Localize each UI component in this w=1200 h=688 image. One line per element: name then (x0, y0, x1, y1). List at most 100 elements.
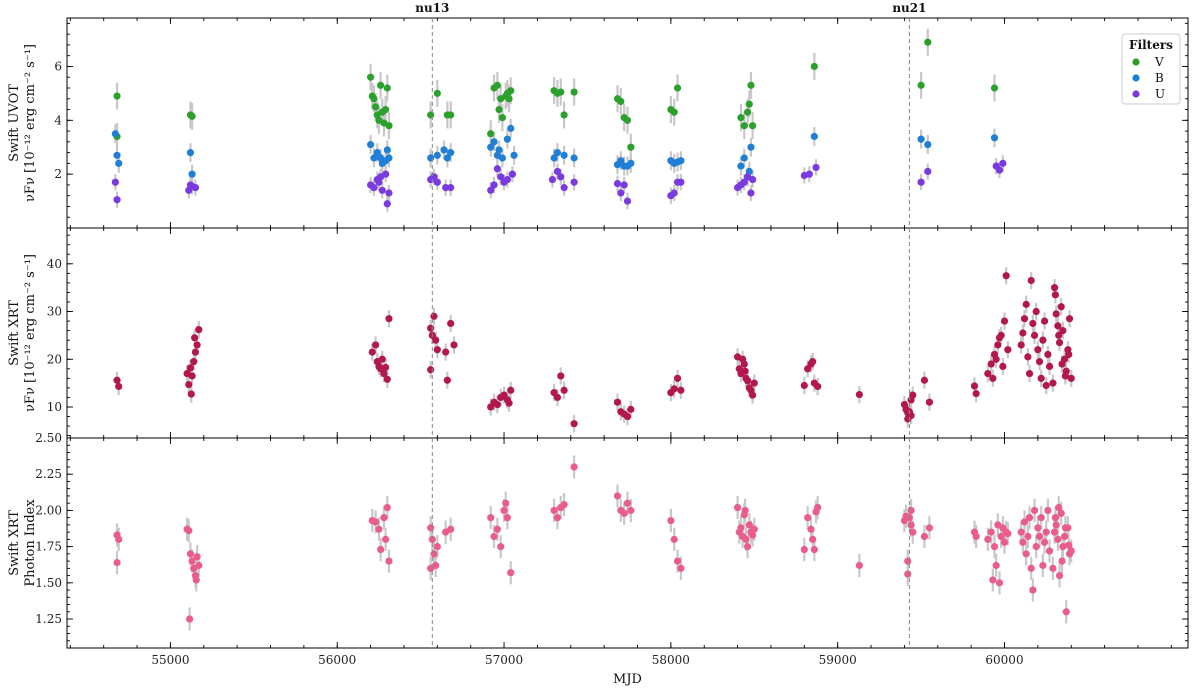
data-point-uvot-V-17 (433, 89, 441, 97)
data-point-uvot-U-50 (924, 167, 932, 176)
data-point-xrt-index-0-36 (502, 499, 510, 507)
data-point-uvot-V-22 (493, 81, 501, 89)
data-point-uvot-B-2 (115, 159, 123, 167)
data-point-xrt-index-0-15 (375, 525, 383, 533)
data-point-uvot-U-5 (191, 184, 200, 192)
data-point-xrt-index-0-34 (503, 514, 511, 522)
errorbars-xrt-flux (115, 267, 1073, 433)
xtick-label-1: 56000 (318, 653, 356, 667)
data-point-xrt-flux-0-90 (1000, 317, 1009, 325)
data-point-uvot-V-46 (745, 100, 753, 108)
data-point-xrt-flux-0-10 (187, 390, 195, 398)
data-point-uvot-B-34 (627, 159, 635, 167)
data-point-xrt-flux-0-116 (1052, 310, 1060, 318)
data-point-xrt-flux-0-5 (188, 372, 196, 380)
data-point-xrt-index-0-28 (447, 525, 455, 533)
data-point-xrt-index-0-50 (677, 564, 685, 572)
data-point-xrt-index-0-4 (185, 527, 193, 535)
data-point-xrt-index-0-113 (1050, 528, 1059, 536)
ytick-label-xrt-index-3: 2.00 (35, 503, 62, 517)
data-point-xrt-flux-0-83 (970, 382, 979, 390)
data-point-uvot-V-43 (737, 114, 745, 122)
data-point-xrt-index-0-2 (113, 558, 121, 567)
ylabel-xrt-flux-1: νFν [10⁻¹² erg cm⁻² s⁻¹] (23, 254, 38, 412)
data-point-uvot-V-32 (557, 88, 565, 96)
data-point-xrt-index-0-117 (1057, 509, 1065, 517)
data-point-xrt-index-0-96 (1019, 538, 1027, 546)
data-point-uvot-U-22 (493, 165, 501, 173)
data-point-uvot-V-34 (570, 88, 578, 96)
data-point-xrt-index-0-14 (372, 518, 380, 526)
errorbars-xrt-index (115, 455, 1073, 631)
data-point-xrt-flux-0-44 (570, 420, 578, 428)
data-point-xrt-flux-0-127 (1055, 331, 1063, 339)
data-point-xrt-flux-0-82 (925, 398, 934, 406)
data-point-xrt-flux-0-72 (855, 390, 863, 399)
data-point-uvot-B-38 (677, 157, 685, 165)
data-point-uvot-B-39 (737, 162, 745, 170)
data-point-uvot-U-44 (747, 189, 755, 197)
data-point-xrt-flux-0-126 (1051, 291, 1059, 299)
data-point-xrt-flux-0-117 (1054, 322, 1062, 330)
data-point-xrt-flux-0-65 (741, 367, 749, 375)
data-point-xrt-flux-0-110 (1039, 336, 1047, 344)
data-point-xrt-flux-0-24 (430, 312, 438, 320)
legend-label-U: U (1155, 87, 1165, 101)
data-point-xrt-index-0-32 (497, 543, 505, 551)
data-point-xrt-flux-0-129 (1061, 372, 1069, 380)
data-point-uvot-B-26 (550, 154, 558, 162)
data-point-xrt-flux-0-92 (989, 374, 997, 382)
data-point-xrt-index-0-114 (1052, 521, 1060, 529)
data-point-uvot-U-27 (548, 175, 557, 184)
data-point-xrt-index-0-19 (383, 503, 391, 512)
xtick-label-3: 58000 (652, 653, 690, 667)
data-point-xrt-flux-0-80 (907, 411, 915, 420)
data-point-uvot-U-30 (560, 184, 568, 192)
data-point-xrt-index-0-82 (972, 532, 980, 541)
data-point-xrt-flux-0-107 (1034, 346, 1042, 354)
data-point-uvot-V-13 (382, 105, 390, 114)
data-point-uvot-V-0 (113, 92, 121, 100)
data-point-xrt-index-0-31 (493, 525, 501, 533)
ytick-label-xrt-flux-1: 20 (47, 352, 62, 366)
xaxis-label: MJD (613, 672, 642, 687)
data-point-xrt-index-0-44 (620, 509, 628, 517)
data-point-xrt-flux-0-63 (749, 391, 757, 399)
data-point-uvot-B-7 (373, 149, 381, 157)
data-point-xrt-flux-0-13 (372, 341, 380, 349)
data-point-xrt-flux-0-19 (382, 363, 390, 371)
data-point-uvot-U-19 (447, 184, 455, 192)
data-point-xrt-flux-0-98 (1019, 329, 1027, 337)
data-point-xrt-index-0-62 (741, 506, 749, 515)
data-point-uvot-V-14 (383, 84, 391, 92)
data-point-xrt-index-0-56 (742, 535, 750, 543)
data-point-xrt-flux-0-118 (1055, 338, 1064, 347)
data-point-xrt-index-0-128 (1065, 541, 1073, 549)
data-point-uvot-U-1 (113, 196, 121, 204)
data-point-uvot-U-42 (740, 178, 748, 186)
data-point-uvot-B-31 (617, 157, 625, 165)
data-point-uvot-U-37 (670, 189, 678, 197)
data-point-uvot-V-25 (498, 114, 506, 122)
data-point-uvot-V-23 (495, 105, 503, 114)
data-point-xrt-flux-0-26 (427, 366, 435, 374)
panel-uvot: 2 4 6 Swift UVOT νFν [10⁻¹² erg cm⁻² s⁻¹] Fil… (7, 17, 1189, 229)
data-point-uvot-B-6 (370, 154, 378, 162)
data-point-xrt-index-0-64 (804, 514, 812, 522)
data-point-xrt-index-0-95 (1017, 528, 1025, 536)
data-point-uvot-B-28 (560, 151, 568, 159)
data-point-xrt-flux-0-93 (992, 355, 1000, 363)
data-point-xrt-index-0-5 (186, 550, 195, 558)
data-point-uvot-V-16 (427, 111, 435, 119)
data-point-xrt-index-0-76 (909, 528, 917, 536)
data-point-xrt-flux-0-64 (750, 379, 758, 387)
panel-xrt-index: 1.25 1.50 1.75 2.00 2.25 2.50 Swift XRT Photon … (7, 431, 1189, 649)
data-point-xrt-index-0-45 (623, 499, 632, 507)
data-point-xrt-index-0-53 (737, 524, 745, 532)
data-point-xrt-index-0-30 (490, 532, 498, 541)
data-point-xrt-index-0-124 (1051, 514, 1059, 522)
data-point-xrt-index-0-57 (744, 543, 752, 551)
data-point-xrt-index-0-67 (810, 545, 818, 554)
ylabel-xrt-index-0: Swift XRT (7, 510, 22, 576)
ytick-label-xrt-flux-0: 10 (47, 400, 62, 414)
